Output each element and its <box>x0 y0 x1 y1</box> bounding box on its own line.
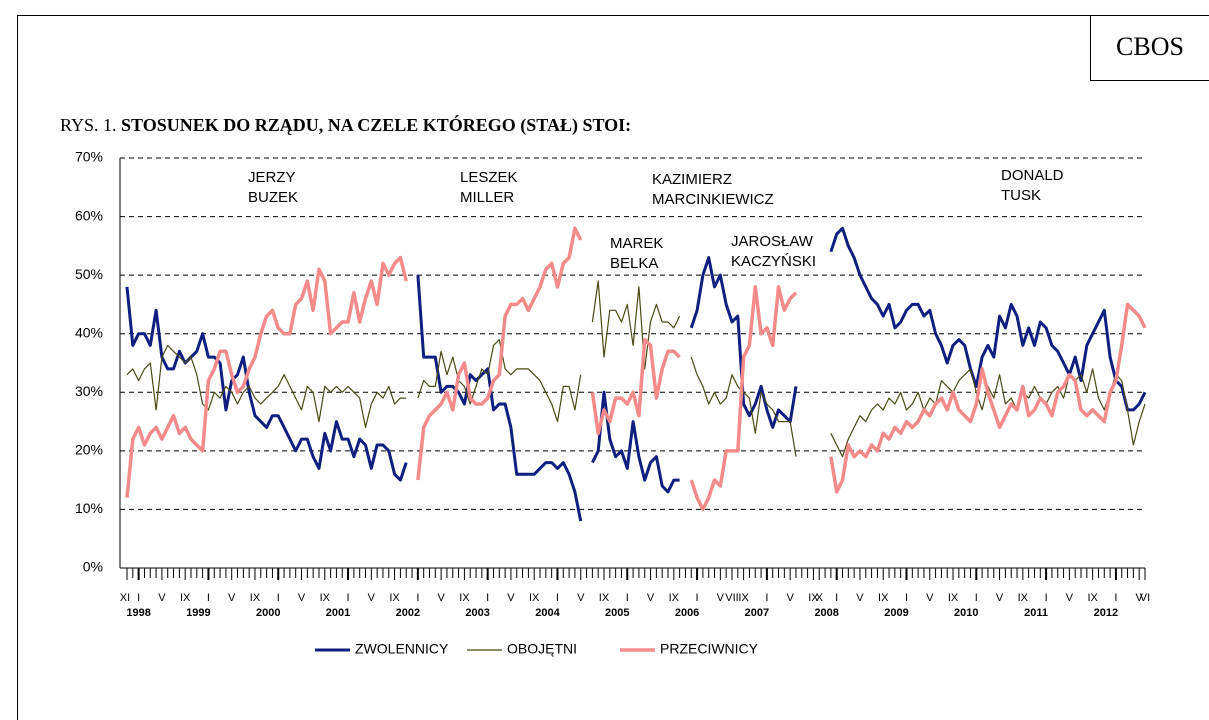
y-tick-label: 10% <box>75 500 103 516</box>
title-label: RYS. 1. <box>60 115 117 135</box>
x-tick-label: IX <box>320 592 331 604</box>
y-tick-label: 0% <box>83 559 103 575</box>
y-tick-label: 70% <box>75 149 103 165</box>
brand-box <box>1090 15 1209 81</box>
y-tick-label: 40% <box>75 324 103 340</box>
annotation: JAROSŁAW <box>731 233 814 250</box>
annotation: TUSK <box>1001 187 1041 204</box>
x-tick-label: I <box>416 592 419 604</box>
year-label: 2004 <box>535 607 560 619</box>
x-tick-label: V <box>368 592 376 604</box>
year-label: 2009 <box>884 607 908 619</box>
year-label: 2000 <box>256 607 280 619</box>
year-label: 2005 <box>605 607 629 619</box>
x-tick-label: I <box>1045 592 1048 604</box>
x-tick-label: V <box>228 592 236 604</box>
annotation: KACZYŃSKI <box>731 253 816 270</box>
x-tick-label: IX <box>180 592 191 604</box>
x-tick-label: I <box>765 592 768 604</box>
x-tick-label: IX <box>529 592 540 604</box>
x-tick-label: I <box>137 592 140 604</box>
legend-label: PRZECIWNICY <box>660 641 759 657</box>
x-tick-label: V <box>507 592 515 604</box>
frame <box>17 15 1209 720</box>
chart-title: RYS. 1. STOSUNEK DO RZĄDU, NA CZELE KTÓR… <box>60 114 631 136</box>
year-label: 2012 <box>1094 607 1118 619</box>
year-label: 2003 <box>465 607 489 619</box>
x-tick-label: IX <box>599 592 610 604</box>
x-tick-label: V <box>786 592 794 604</box>
annotation: MAREK <box>610 235 663 252</box>
x-tick-label: IX <box>459 592 470 604</box>
x-tick-label: V <box>926 592 934 604</box>
x-tick-label: XI <box>120 592 130 604</box>
x-tick-label: IX <box>389 592 400 604</box>
x-tick-label: I <box>975 592 978 604</box>
y-tick-label: 60% <box>75 207 103 223</box>
annotation: MILLER <box>460 189 514 206</box>
brand: CBOS <box>1116 32 1184 61</box>
annotation: DONALD <box>1001 167 1064 184</box>
y-tick-label: 50% <box>75 266 103 282</box>
year-label: 2010 <box>954 607 978 619</box>
x-tick-label: I <box>347 592 350 604</box>
x-tick-label: I <box>277 592 280 604</box>
x-tick-label: IX <box>878 592 889 604</box>
x-tick-label: V <box>1136 592 1144 604</box>
year-label: 1998 <box>126 607 150 619</box>
x-tick-label: IX <box>948 592 959 604</box>
year-label: 2011 <box>1024 607 1048 619</box>
annotation: BUZEK <box>248 189 298 206</box>
year-label: 1999 <box>186 607 210 619</box>
x-tick-label: V <box>577 592 585 604</box>
year-label: 2002 <box>396 607 420 619</box>
x-tick-label: IX <box>1018 592 1029 604</box>
year-label: 2001 <box>326 607 350 619</box>
x-tick-label: I <box>1114 592 1117 604</box>
annotation: JERZY <box>248 169 296 186</box>
series-line <box>126 280 1146 458</box>
x-tick-label: I <box>905 592 908 604</box>
x-tick-label: V <box>298 592 306 604</box>
x-tick-label: V <box>717 592 725 604</box>
annotation: MARCINKIEWICZ <box>652 191 774 208</box>
year-label: 2006 <box>675 607 699 619</box>
x-tick-label: VI <box>1140 592 1150 604</box>
year-label: 2007 <box>745 607 769 619</box>
x-tick-label: X <box>816 592 824 604</box>
annotation: LESZEK <box>460 169 518 186</box>
annotation: KAZIMIERZ <box>652 171 732 188</box>
x-tick-label: IX <box>808 592 819 604</box>
x-tick-label: IX <box>250 592 261 604</box>
year-label: 2008 <box>814 607 838 619</box>
title-text: STOSUNEK DO RZĄDU, NA CZELE KTÓREGO (STA… <box>121 114 631 136</box>
legend-label: OBOJĘTNI <box>507 641 577 657</box>
x-tick-label: V <box>647 592 655 604</box>
x-tick-label: V <box>996 592 1004 604</box>
x-tick-label: I <box>556 592 559 604</box>
legend-label: ZWOLENNICY <box>355 641 449 657</box>
series-line <box>125 226 1147 522</box>
x-tick-label: I <box>486 592 489 604</box>
x-tick-label: VII <box>725 592 738 604</box>
x-tick-label: IX <box>669 592 680 604</box>
x-tick-label: IX <box>1087 592 1098 604</box>
series-line <box>125 226 1147 512</box>
y-tick-label: 30% <box>75 383 103 399</box>
x-tick-label: IX <box>738 592 749 604</box>
x-tick-label: I <box>207 592 210 604</box>
x-tick-label: V <box>856 592 864 604</box>
x-tick-label: V <box>437 592 445 604</box>
x-tick-label: V <box>1066 592 1074 604</box>
x-tick-label: I <box>835 592 838 604</box>
x-tick-label: V <box>158 592 166 604</box>
y-tick-label: 20% <box>75 442 103 458</box>
annotation: BELKA <box>610 255 658 272</box>
x-tick-label: I <box>696 592 699 604</box>
x-tick-label: I <box>626 592 629 604</box>
